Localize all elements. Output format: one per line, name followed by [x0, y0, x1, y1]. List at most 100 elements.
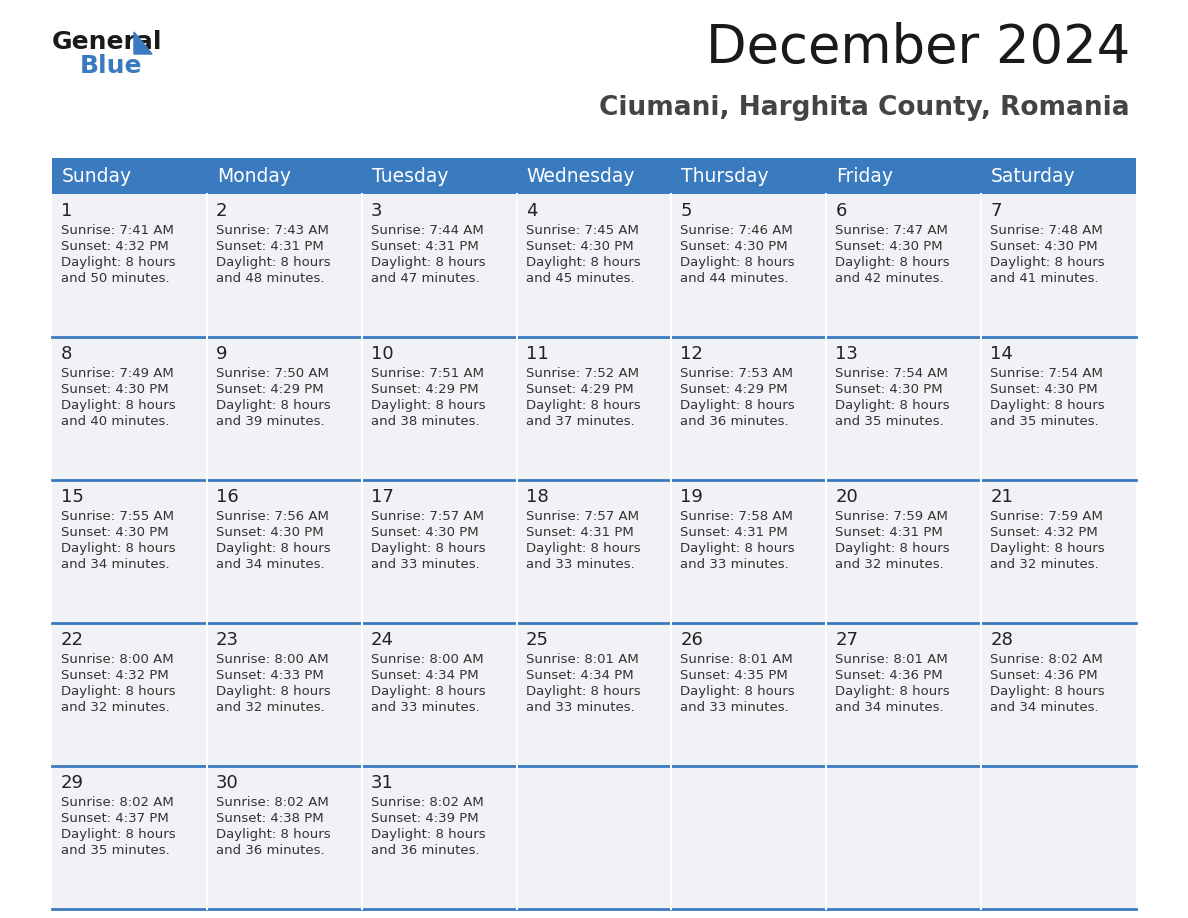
Text: and 34 minutes.: and 34 minutes. — [61, 558, 170, 571]
Text: Sunrise: 7:47 AM: Sunrise: 7:47 AM — [835, 224, 948, 237]
Text: 10: 10 — [371, 345, 393, 363]
Text: 5: 5 — [681, 202, 691, 220]
Text: Daylight: 8 hours: Daylight: 8 hours — [216, 685, 330, 698]
Text: 29: 29 — [61, 774, 84, 792]
Text: Sunset: 4:30 PM: Sunset: 4:30 PM — [990, 240, 1098, 253]
Text: Sunset: 4:29 PM: Sunset: 4:29 PM — [216, 383, 323, 396]
Text: 15: 15 — [61, 488, 84, 506]
Text: Sunset: 4:30 PM: Sunset: 4:30 PM — [835, 240, 943, 253]
Text: Sunrise: 8:00 AM: Sunrise: 8:00 AM — [371, 653, 484, 666]
Text: Sunrise: 8:02 AM: Sunrise: 8:02 AM — [990, 653, 1102, 666]
Text: and 40 minutes.: and 40 minutes. — [61, 415, 170, 428]
Text: and 39 minutes.: and 39 minutes. — [216, 415, 324, 428]
Text: and 35 minutes.: and 35 minutes. — [61, 844, 170, 857]
Text: and 33 minutes.: and 33 minutes. — [525, 558, 634, 571]
Polygon shape — [134, 32, 152, 54]
Text: 7: 7 — [990, 202, 1001, 220]
Text: Daylight: 8 hours: Daylight: 8 hours — [681, 399, 795, 412]
Text: Sunrise: 7:41 AM: Sunrise: 7:41 AM — [61, 224, 173, 237]
Text: Sunrise: 8:01 AM: Sunrise: 8:01 AM — [835, 653, 948, 666]
Text: and 34 minutes.: and 34 minutes. — [835, 701, 944, 714]
Text: and 48 minutes.: and 48 minutes. — [216, 272, 324, 285]
Text: and 35 minutes.: and 35 minutes. — [835, 415, 944, 428]
Text: Daylight: 8 hours: Daylight: 8 hours — [990, 542, 1105, 555]
Bar — [517, 158, 671, 194]
Text: Daylight: 8 hours: Daylight: 8 hours — [371, 685, 486, 698]
Text: Sunset: 4:30 PM: Sunset: 4:30 PM — [61, 383, 169, 396]
Text: Sunset: 4:31 PM: Sunset: 4:31 PM — [681, 526, 788, 539]
Text: Sunrise: 7:52 AM: Sunrise: 7:52 AM — [525, 367, 639, 380]
Text: 2: 2 — [216, 202, 227, 220]
Text: Daylight: 8 hours: Daylight: 8 hours — [216, 542, 330, 555]
Text: 11: 11 — [525, 345, 549, 363]
Text: Daylight: 8 hours: Daylight: 8 hours — [61, 399, 176, 412]
Text: 21: 21 — [990, 488, 1013, 506]
Text: 13: 13 — [835, 345, 858, 363]
Bar — [52, 158, 207, 194]
Text: 25: 25 — [525, 631, 549, 649]
Text: Sunset: 4:35 PM: Sunset: 4:35 PM — [681, 669, 788, 682]
Text: Sunrise: 8:01 AM: Sunrise: 8:01 AM — [681, 653, 794, 666]
Text: 31: 31 — [371, 774, 393, 792]
Text: Sunrise: 7:49 AM: Sunrise: 7:49 AM — [61, 367, 173, 380]
Text: 12: 12 — [681, 345, 703, 363]
Text: and 50 minutes.: and 50 minutes. — [61, 272, 170, 285]
Text: 17: 17 — [371, 488, 393, 506]
Text: 27: 27 — [835, 631, 858, 649]
Text: and 38 minutes.: and 38 minutes. — [371, 415, 479, 428]
Text: and 34 minutes.: and 34 minutes. — [990, 701, 1099, 714]
Text: 20: 20 — [835, 488, 858, 506]
Text: Blue: Blue — [80, 54, 143, 78]
Text: December 2024: December 2024 — [706, 22, 1130, 74]
Text: Daylight: 8 hours: Daylight: 8 hours — [371, 542, 486, 555]
Bar — [207, 158, 361, 194]
Text: Sunrise: 8:02 AM: Sunrise: 8:02 AM — [61, 796, 173, 809]
Text: 18: 18 — [525, 488, 549, 506]
Text: Sunset: 4:30 PM: Sunset: 4:30 PM — [835, 383, 943, 396]
Text: Daylight: 8 hours: Daylight: 8 hours — [216, 399, 330, 412]
Bar — [52, 194, 1136, 337]
Text: Daylight: 8 hours: Daylight: 8 hours — [525, 685, 640, 698]
Text: Sunrise: 8:02 AM: Sunrise: 8:02 AM — [216, 796, 329, 809]
Text: Daylight: 8 hours: Daylight: 8 hours — [681, 256, 795, 269]
Text: Daylight: 8 hours: Daylight: 8 hours — [61, 828, 176, 841]
Text: and 44 minutes.: and 44 minutes. — [681, 272, 789, 285]
Text: Ciumani, Harghita County, Romania: Ciumani, Harghita County, Romania — [600, 95, 1130, 121]
Text: Daylight: 8 hours: Daylight: 8 hours — [61, 256, 176, 269]
Text: Sunrise: 7:48 AM: Sunrise: 7:48 AM — [990, 224, 1102, 237]
Text: Saturday: Saturday — [991, 166, 1076, 185]
Text: Sunrise: 8:01 AM: Sunrise: 8:01 AM — [525, 653, 638, 666]
Text: General: General — [52, 30, 163, 54]
Text: Sunrise: 7:57 AM: Sunrise: 7:57 AM — [371, 510, 484, 523]
Text: and 33 minutes.: and 33 minutes. — [525, 701, 634, 714]
Text: Daylight: 8 hours: Daylight: 8 hours — [525, 542, 640, 555]
Text: and 33 minutes.: and 33 minutes. — [371, 701, 480, 714]
Text: Friday: Friday — [836, 166, 893, 185]
Text: Sunset: 4:33 PM: Sunset: 4:33 PM — [216, 669, 323, 682]
Text: and 33 minutes.: and 33 minutes. — [681, 701, 789, 714]
Text: Daylight: 8 hours: Daylight: 8 hours — [835, 685, 950, 698]
Text: Sunset: 4:30 PM: Sunset: 4:30 PM — [371, 526, 479, 539]
Text: Sunset: 4:31 PM: Sunset: 4:31 PM — [216, 240, 323, 253]
Text: and 36 minutes.: and 36 minutes. — [371, 844, 479, 857]
Text: Daylight: 8 hours: Daylight: 8 hours — [990, 256, 1105, 269]
Text: Sunrise: 7:44 AM: Sunrise: 7:44 AM — [371, 224, 484, 237]
Text: and 34 minutes.: and 34 minutes. — [216, 558, 324, 571]
Text: Sunrise: 7:51 AM: Sunrise: 7:51 AM — [371, 367, 484, 380]
Text: Sunrise: 7:43 AM: Sunrise: 7:43 AM — [216, 224, 329, 237]
Text: Daylight: 8 hours: Daylight: 8 hours — [371, 399, 486, 412]
Text: Sunday: Sunday — [62, 166, 132, 185]
Text: Daylight: 8 hours: Daylight: 8 hours — [61, 542, 176, 555]
Text: 16: 16 — [216, 488, 239, 506]
Text: and 36 minutes.: and 36 minutes. — [216, 844, 324, 857]
Text: 3: 3 — [371, 202, 383, 220]
Text: Daylight: 8 hours: Daylight: 8 hours — [61, 685, 176, 698]
Text: Daylight: 8 hours: Daylight: 8 hours — [525, 256, 640, 269]
Text: and 42 minutes.: and 42 minutes. — [835, 272, 944, 285]
Text: Daylight: 8 hours: Daylight: 8 hours — [990, 685, 1105, 698]
Text: Sunset: 4:37 PM: Sunset: 4:37 PM — [61, 812, 169, 825]
Text: Sunrise: 7:56 AM: Sunrise: 7:56 AM — [216, 510, 329, 523]
Text: Sunrise: 7:57 AM: Sunrise: 7:57 AM — [525, 510, 639, 523]
Text: and 45 minutes.: and 45 minutes. — [525, 272, 634, 285]
Text: and 35 minutes.: and 35 minutes. — [990, 415, 1099, 428]
